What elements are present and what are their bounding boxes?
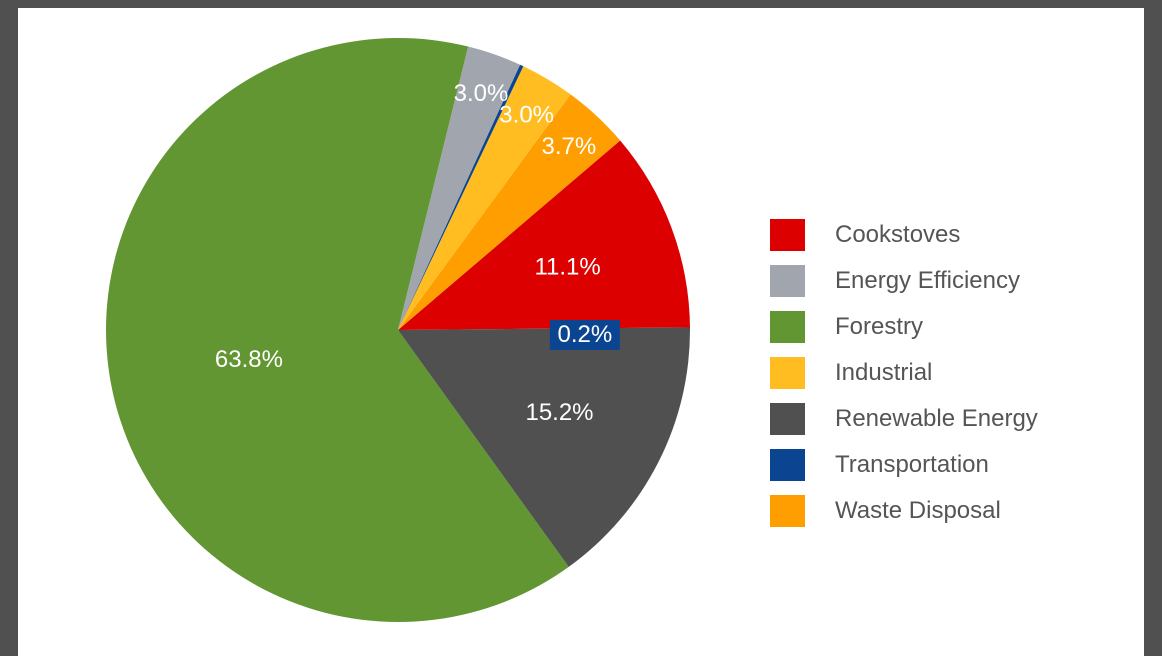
chart-frame: 11.1% 3.7% 3.0% 0.2% 3.0% 63.8% 15.2% Cookstov… — [18, 8, 1144, 656]
legend: Cookstoves Energy Efficiency Forestry In… — [770, 212, 1038, 534]
pie-slice-transportation — [398, 64, 524, 330]
legend-swatch — [770, 357, 805, 389]
legend-item-forestry: Forestry — [770, 304, 1038, 350]
pie-slice-label: 11.1% — [534, 254, 600, 281]
pie-slice-forestry — [106, 38, 569, 623]
legend-label: Transportation — [835, 451, 989, 478]
pie-slice-label: 0.2% — [558, 321, 613, 348]
legend-item-energy-efficiency: Energy Efficiency — [770, 258, 1038, 304]
legend-swatch — [770, 311, 805, 343]
legend-swatch — [770, 403, 805, 435]
legend-label: Renewable Energy — [835, 405, 1038, 432]
legend-label: Forestry — [835, 313, 924, 340]
legend-item-transportation: Transportation — [770, 442, 1038, 488]
legend-swatch — [770, 219, 805, 251]
pie-slice-label: 3.7% — [542, 133, 597, 160]
pie-slice-labels: 11.1% 3.7% 3.0% 0.2% 3.0% 63.8% 15.2% — [215, 80, 620, 426]
pie-slice-label-box — [549, 320, 620, 350]
legend-label: Cookstoves — [835, 221, 961, 248]
legend-item-cookstoves: Cookstoves — [770, 212, 1038, 258]
pie-slice-label: 3.0% — [454, 80, 509, 107]
pie-slice-industrial — [398, 66, 571, 330]
pie-slice-label: 63.8% — [215, 346, 283, 373]
legend-item-waste-disposal: Waste Disposal — [770, 488, 1038, 534]
pie-slice-energy-efficiency — [398, 46, 521, 331]
pie-slice-cookstoves — [398, 140, 690, 330]
pie-slices — [106, 38, 691, 623]
legend-label: Industrial — [835, 359, 933, 386]
pie-slice-label: 15.2% — [525, 399, 593, 426]
legend-label: Energy Efficiency — [835, 267, 1020, 294]
pie-slice-renewable-energy — [398, 327, 691, 567]
pie-slice-label: 3.0% — [499, 101, 554, 128]
legend-item-renewable-energy: Renewable Energy — [770, 396, 1038, 442]
pie-slice-waste-disposal — [398, 94, 621, 331]
legend-swatch — [770, 449, 805, 481]
pie-chart: 11.1% 3.7% 3.0% 0.2% 3.0% 63.8% 15.2% — [106, 38, 691, 623]
legend-label: Waste Disposal — [835, 497, 1001, 524]
legend-swatch — [770, 265, 805, 297]
legend-swatch — [770, 495, 805, 527]
legend-item-industrial: Industrial — [770, 350, 1038, 396]
